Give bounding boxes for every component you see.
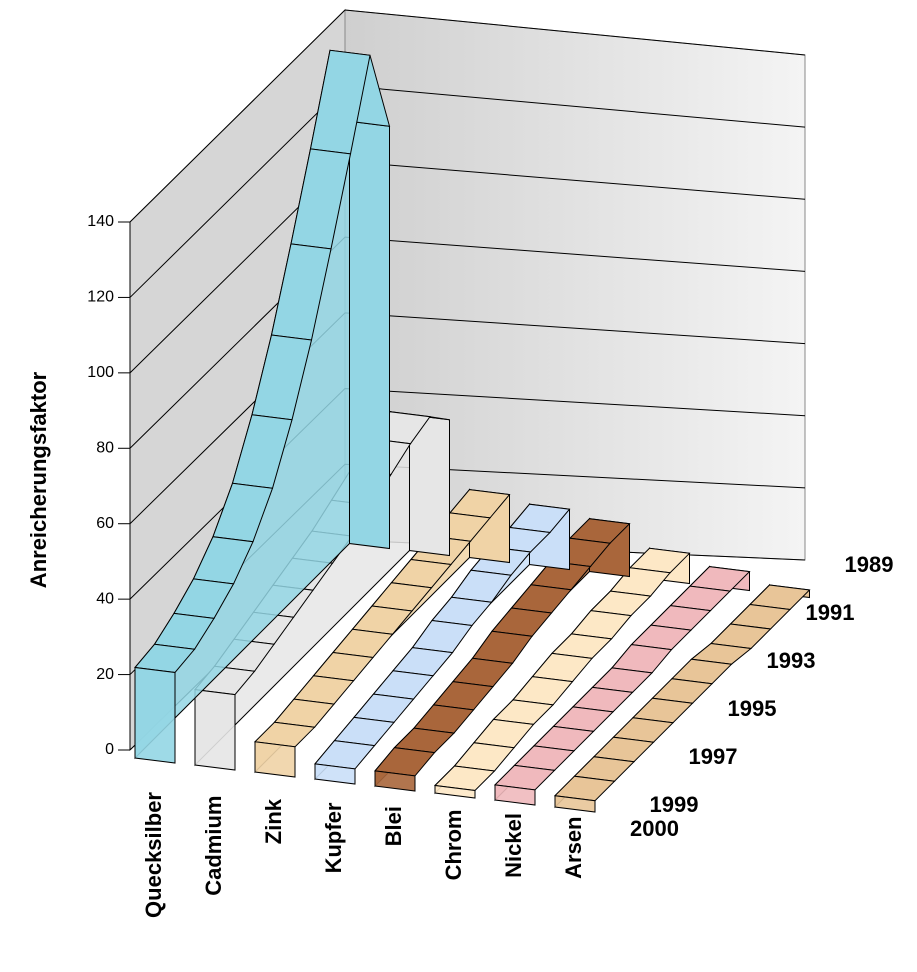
ribbon-front	[314, 763, 356, 785]
ribbon-front	[134, 666, 176, 764]
y-tick-label: 100	[87, 364, 114, 381]
x-tick-label: Cadmium	[201, 796, 226, 896]
ribbon-back	[349, 120, 390, 550]
ribbon-front	[554, 795, 596, 813]
ribbon-front	[194, 689, 236, 771]
x-tick-label: Arsen	[561, 817, 586, 879]
grid-line	[129, 9, 806, 223]
ribbon-top	[471, 630, 533, 664]
x-tick-label: Zink	[261, 798, 286, 844]
y-tick-label: 40	[96, 590, 114, 607]
depth-tick-label: 1997	[689, 744, 738, 769]
depth-tick-label: 1991	[806, 600, 855, 625]
ribbon-top	[411, 619, 473, 654]
ribbon-front	[374, 770, 416, 792]
ribbon-front	[494, 784, 536, 806]
depth-tick-label: 1993	[767, 648, 816, 673]
y-tick-label: 140	[87, 213, 114, 230]
x-tick-label: Nickel	[501, 813, 526, 878]
x-tick-label: Blei	[381, 806, 406, 846]
y-tick-label: 120	[87, 289, 114, 306]
y-tick-label: 0	[105, 741, 114, 758]
ribbon-front	[434, 784, 476, 799]
x-tick-label: Quecksilber	[141, 792, 166, 918]
y-axis-title: Anreicherungsfaktor	[26, 371, 51, 588]
y-tick-label: 80	[96, 440, 114, 457]
ribbon-top	[450, 569, 512, 603]
depth-tick-label: 2000	[630, 816, 679, 841]
y-tick-label: 20	[96, 666, 114, 683]
depth-tick-label: 1995	[728, 696, 777, 721]
y-tick-label: 60	[96, 515, 114, 532]
x-tick-label: Chrom	[441, 810, 466, 881]
x-tick-label: Kupfer	[321, 802, 346, 873]
depth-tick-label: 1999	[650, 792, 699, 817]
ribbon-front	[254, 741, 296, 778]
depth-tick-label: 1989	[845, 552, 894, 577]
